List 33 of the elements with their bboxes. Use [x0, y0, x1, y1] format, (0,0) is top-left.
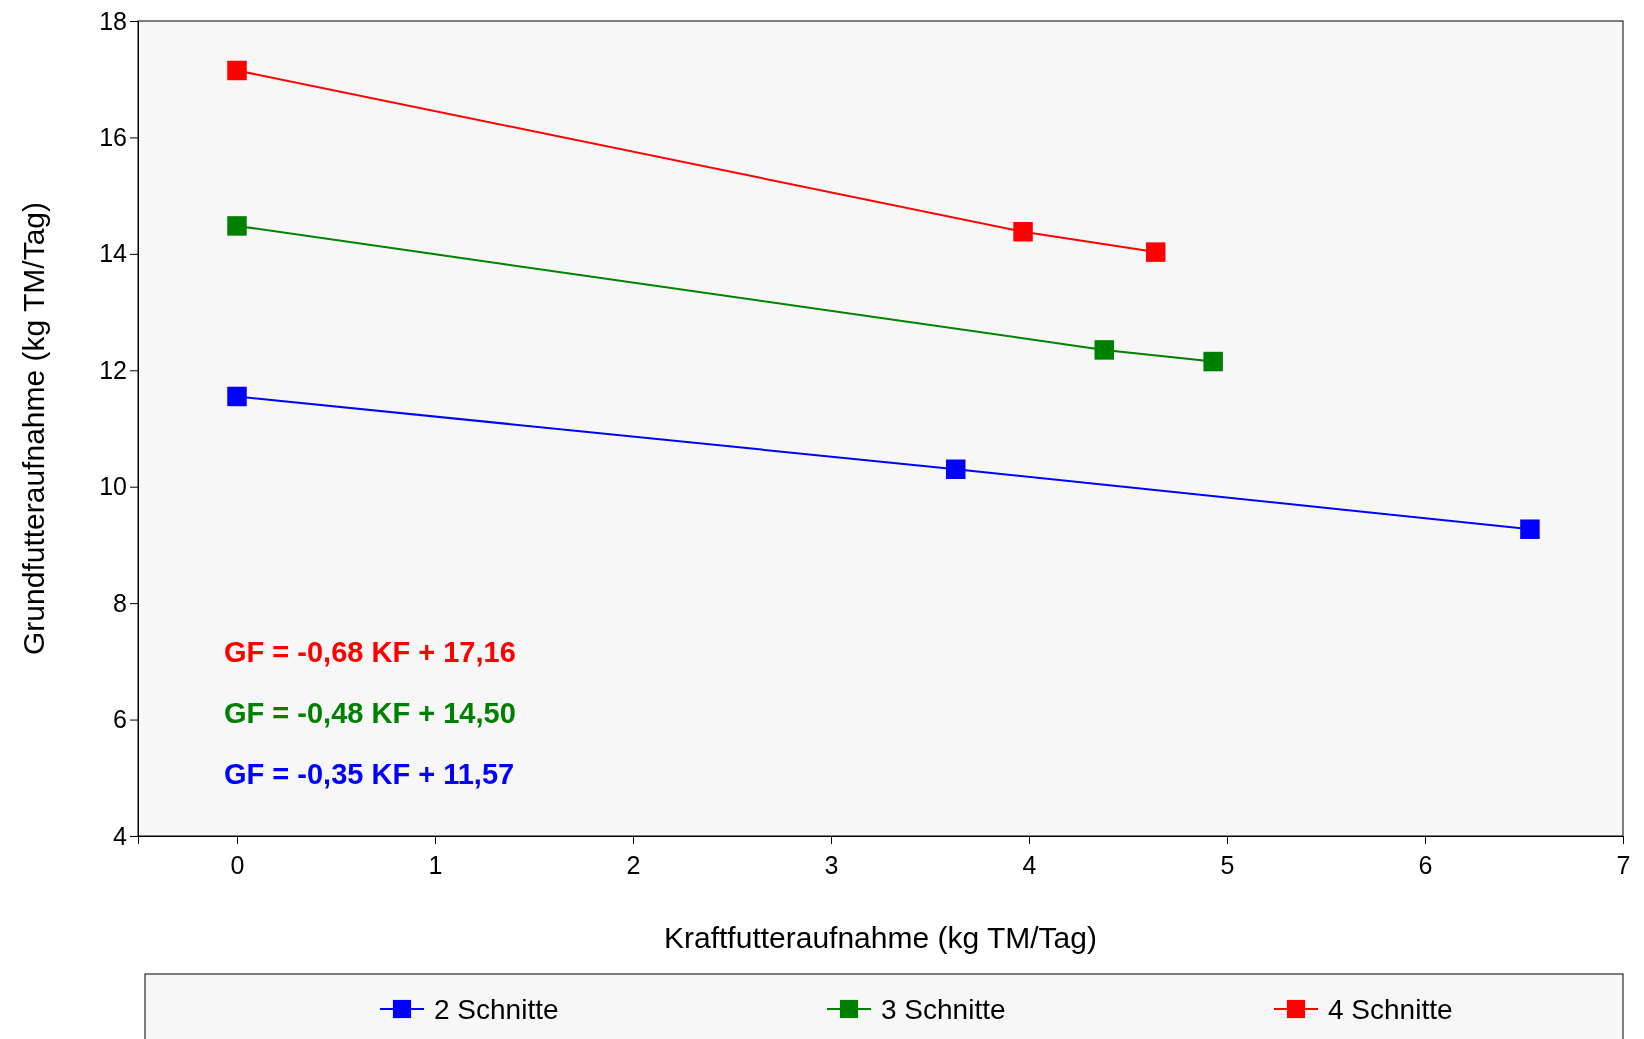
y-tick-label: 16 [99, 122, 127, 151]
y-tick-label: 10 [99, 472, 127, 501]
point [1013, 221, 1033, 242]
y-tick-label: 4 [113, 821, 128, 850]
x-tick-label: 2 [626, 850, 641, 879]
point [227, 386, 247, 407]
y-tick-label: 6 [113, 705, 127, 734]
y-tick-label: 8 [113, 588, 127, 617]
point [1203, 351, 1223, 372]
annotation: GF = -0,68 KF + 17,16 [224, 636, 516, 668]
legend-label: 3 Schnitte [881, 994, 1006, 1025]
point [227, 60, 247, 81]
point [1520, 519, 1540, 539]
y-tick-label: 18 [99, 6, 127, 35]
x-tick-label: 5 [1220, 850, 1235, 879]
x-tick-label: 4 [1022, 850, 1037, 879]
x-tick-label: 6 [1418, 850, 1433, 879]
annotation: GF = -0,48 KF + 14,50 [224, 697, 516, 729]
x-axis-title: Kraftfutteraufnahme (kg TM/Tag) [664, 921, 1097, 954]
annotation: GF = -0,35 KF + 11,57 [224, 758, 515, 790]
x-tick-label: 3 [824, 850, 839, 879]
legend-label: 2 Schnitte [434, 994, 559, 1025]
x-tick-label: 0 [230, 850, 245, 879]
point [1094, 340, 1114, 360]
y-tick-label: 12 [99, 355, 127, 384]
point [227, 216, 247, 236]
x-tick-label: 7 [1616, 850, 1631, 879]
legend-label: 4 Schnitte [1328, 994, 1453, 1025]
y-tick-label: 14 [99, 239, 128, 268]
point [945, 459, 966, 479]
point [1145, 242, 1166, 262]
x-tick-label: 1 [428, 850, 443, 879]
y-axis-title: Grundfutteraufnahme (kg TM/Tag) [17, 202, 50, 655]
